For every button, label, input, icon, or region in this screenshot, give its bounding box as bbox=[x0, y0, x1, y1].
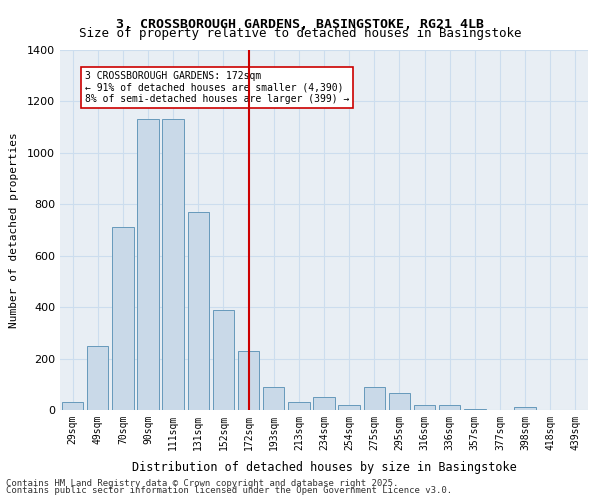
Bar bbox=[137, 120, 158, 410]
Text: 3 CROSSBOROUGH GARDENS: 172sqm
← 91% of detached houses are smaller (4,390)
8% o: 3 CROSSBOROUGH GARDENS: 172sqm ← 91% of … bbox=[85, 70, 350, 104]
X-axis label: Distribution of detached houses by size in Basingstoke: Distribution of detached houses by size … bbox=[131, 461, 517, 474]
Bar bbox=[263, 387, 284, 410]
Bar bbox=[163, 120, 184, 410]
Bar bbox=[439, 405, 460, 410]
Bar bbox=[338, 405, 360, 410]
Bar bbox=[514, 408, 536, 410]
Bar bbox=[62, 402, 83, 410]
Bar bbox=[87, 346, 109, 410]
Text: Contains HM Land Registry data © Crown copyright and database right 2025.: Contains HM Land Registry data © Crown c… bbox=[6, 478, 398, 488]
Text: Contains public sector information licensed under the Open Government Licence v3: Contains public sector information licen… bbox=[6, 486, 452, 495]
Bar bbox=[313, 397, 335, 410]
Bar bbox=[464, 408, 485, 410]
Bar bbox=[238, 351, 259, 410]
Text: 3, CROSSBOROUGH GARDENS, BASINGSTOKE, RG21 4LB: 3, CROSSBOROUGH GARDENS, BASINGSTOKE, RG… bbox=[116, 18, 484, 30]
Bar bbox=[288, 402, 310, 410]
Bar bbox=[188, 212, 209, 410]
Bar bbox=[414, 405, 435, 410]
Text: Size of property relative to detached houses in Basingstoke: Size of property relative to detached ho… bbox=[79, 28, 521, 40]
Bar bbox=[364, 387, 385, 410]
Y-axis label: Number of detached properties: Number of detached properties bbox=[8, 132, 19, 328]
Bar bbox=[389, 394, 410, 410]
Bar bbox=[213, 310, 234, 410]
Bar bbox=[112, 228, 134, 410]
